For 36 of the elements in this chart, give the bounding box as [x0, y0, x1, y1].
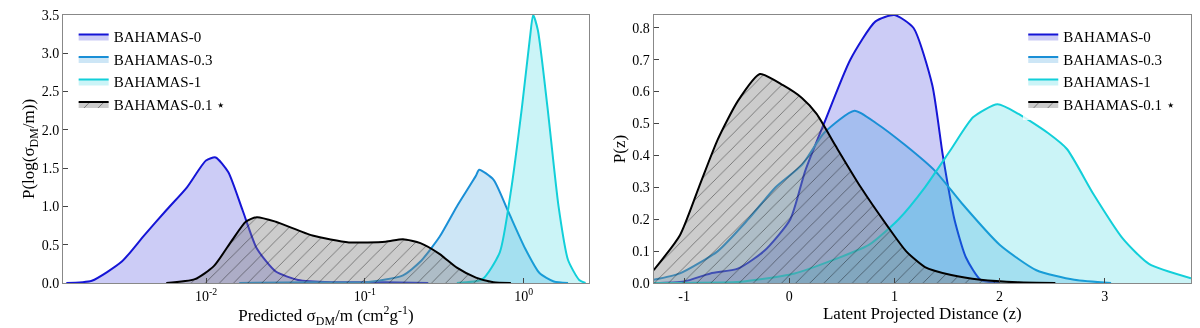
y-tick-label: 0.6 [632, 84, 650, 100]
x-tick-label: 1 [890, 288, 898, 304]
y-axis-title: P(z) [609, 134, 629, 164]
x-tick-label: 2 [996, 288, 1004, 304]
x-tick-label: 10$^{-1}$ [353, 285, 376, 304]
y-tick-label: 3.0 [41, 46, 60, 62]
y-tick-label: 0.1 [632, 244, 650, 259]
y-tick-label: 0.5 [41, 237, 60, 253]
y-tick-label: 1.5 [41, 161, 60, 177]
legend-label: BAHAMAS-0 [113, 29, 202, 46]
y-tick-label: 0.2 [632, 212, 650, 228]
legend-label: BAHAMAS-0.3 [1063, 51, 1163, 68]
y-tick-label: 2.0 [41, 122, 60, 138]
legend-label: BAHAMAS-0.1 ⋆ [1063, 96, 1175, 113]
legend-label: BAHAMAS-0.1 ⋆ [113, 96, 226, 113]
x-tick-label: -1 [678, 288, 690, 304]
y-tick-label: 0.7 [632, 52, 650, 68]
x-tick-label: 0 [785, 288, 793, 304]
y-tick-label: 0.5 [632, 116, 650, 132]
y-tick-label: 1.0 [41, 199, 60, 215]
y-tick-label: 3.5 [41, 7, 60, 23]
x-tick-label: 10$^{0}$ [514, 285, 534, 304]
legend-label: BAHAMAS-0.3 [113, 51, 213, 68]
x-tick-label: 3 [1101, 288, 1109, 304]
y-tick-label: 0.4 [632, 148, 650, 164]
y-tick-label: 0.0 [632, 275, 650, 291]
y-tick-label: 0.8 [632, 20, 650, 36]
legend-label: BAHAMAS-1 [113, 74, 202, 91]
legend-label: BAHAMAS-1 [1063, 74, 1151, 91]
y-tick-label: 0.3 [632, 180, 650, 196]
x-axis-title: Latent Projected Distance (z) [822, 304, 1022, 324]
x-tick-label: 10$^{-2}$ [194, 285, 218, 304]
legend-label: BAHAMAS-0 [1063, 29, 1151, 46]
x-axis-title: Predicted σ$_{DM}$/m (cm$^{2}$g$^{-1}$) [238, 303, 414, 328]
y-tick-label: 2.5 [41, 84, 60, 100]
y-tick-label: 0.0 [41, 275, 60, 291]
